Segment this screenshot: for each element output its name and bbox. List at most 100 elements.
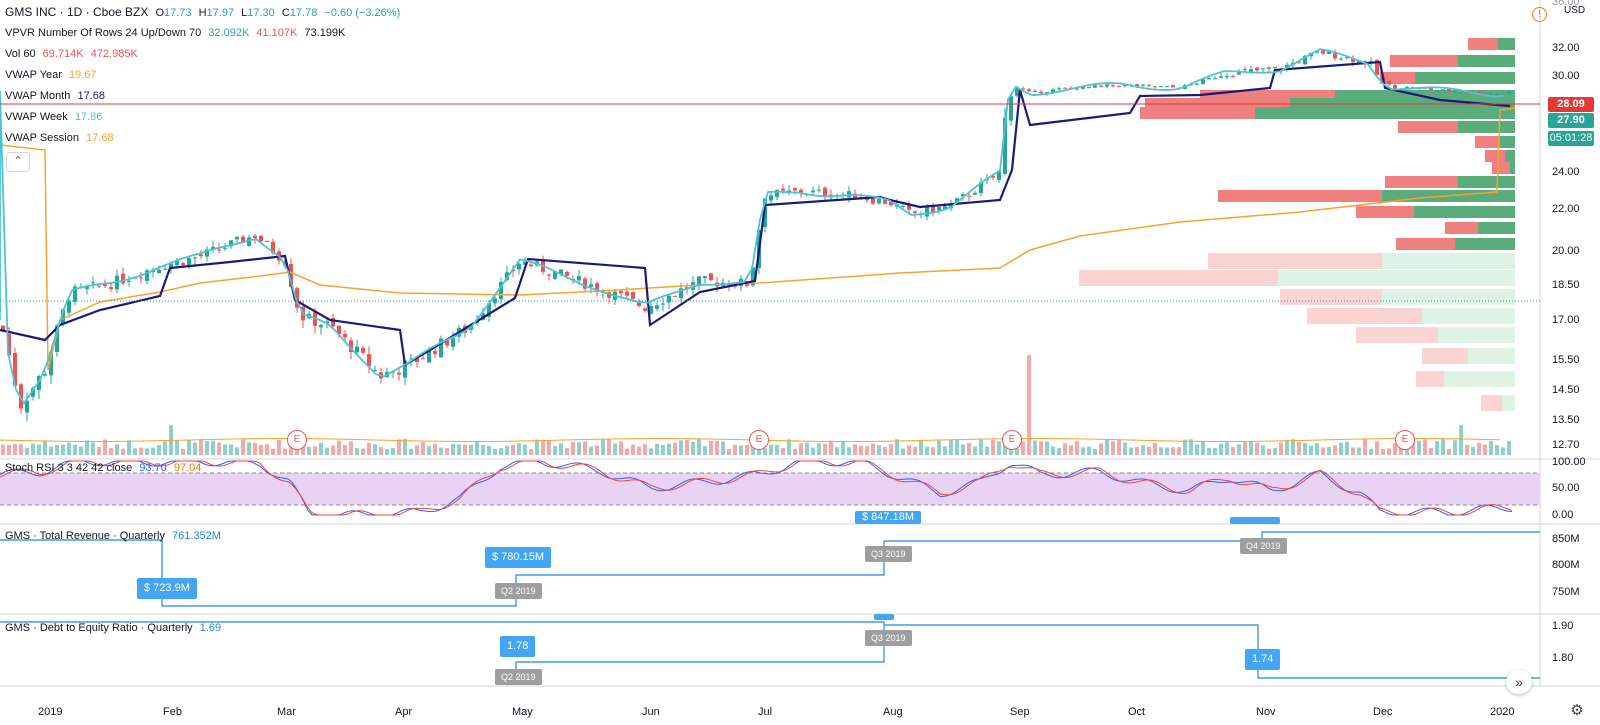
ohlc-open: O17.73	[155, 7, 192, 19]
candle-body	[565, 271, 569, 276]
alert-icon[interactable]: !	[1532, 7, 1547, 22]
volume-bar	[721, 441, 725, 455]
volume-bar	[55, 444, 59, 455]
candle-body	[1009, 96, 1013, 121]
debt-equity-legend[interactable]: GMS · Debt to Equity Ratio · Quarterly 1…	[5, 622, 222, 634]
volume-bar	[1345, 441, 1349, 455]
candle-body	[7, 333, 11, 356]
volume-bar	[757, 446, 761, 455]
debt-callout-q4[interactable]: 1.74	[1245, 649, 1281, 670]
volume-bar	[523, 444, 527, 455]
earnings-badge-dec[interactable]: E	[1395, 430, 1415, 450]
candle-body	[337, 325, 341, 335]
candle-body	[823, 187, 827, 197]
volume-bar	[115, 444, 119, 455]
volume-bar	[133, 448, 137, 455]
volume-bar	[1333, 445, 1337, 455]
volume-bar	[697, 439, 701, 455]
candle-body	[1039, 91, 1043, 94]
volume-bar	[223, 444, 227, 455]
scroll-to-realtime-button[interactable]: »	[1506, 670, 1532, 694]
candle-body	[1027, 89, 1031, 92]
vwap-week-legend[interactable]: VWAP Week 17.86	[5, 111, 103, 123]
volume-bar	[1417, 440, 1421, 455]
volume-bar	[283, 448, 287, 455]
volume-bar	[505, 445, 509, 455]
volume-bar	[13, 444, 17, 455]
debt-callout-q3[interactable]	[874, 614, 894, 620]
volume-bar	[793, 448, 797, 455]
vpvr-up-bar	[1478, 222, 1515, 234]
candle-body	[577, 276, 581, 281]
candle-body	[139, 277, 143, 279]
volume-bar	[1435, 441, 1439, 455]
vpvr-down-bar	[1416, 371, 1444, 387]
quarter-tag-q3-revenue[interactable]: Q3 2019	[865, 546, 912, 562]
candle-body	[547, 274, 551, 276]
vpvr-legend[interactable]: VPVR Number Of Rows 24 Up/Down 70 32.092…	[5, 27, 346, 39]
symbol-title[interactable]: GMS INC · 1D · Cboe BZX	[5, 5, 149, 19]
earnings-badge-mar[interactable]: E	[287, 430, 307, 450]
quarter-tag-q3-debt[interactable]: Q3 2019	[865, 630, 912, 646]
candle-body	[787, 190, 791, 192]
vwap-session-legend[interactable]: VWAP Session 17.68	[5, 132, 114, 144]
vwap-month-legend[interactable]: VWAP Month 17.68	[5, 90, 106, 102]
volume-bar	[937, 440, 941, 455]
revenue-callout-q1[interactable]: $ 723.9M	[137, 578, 197, 599]
vwap-month-line	[0, 60, 1511, 367]
volume-bar	[289, 443, 293, 455]
volume-bar	[583, 441, 587, 455]
collapse-legend-button[interactable]: ⌃	[6, 152, 30, 172]
candle-body	[451, 338, 455, 347]
candle-body	[1273, 66, 1277, 68]
volume-bar	[61, 444, 65, 455]
debt-callout-q2[interactable]: 1.78	[500, 636, 536, 657]
candle-body	[1141, 84, 1145, 86]
time-axis-label: Jun	[642, 706, 660, 718]
revenue-callout-q3[interactable]: $ 847.18M	[855, 511, 921, 524]
candle-body	[607, 292, 611, 298]
candle-body	[1303, 55, 1307, 65]
candle-body	[343, 334, 347, 338]
volume-bar	[1285, 439, 1289, 455]
candle-body	[349, 340, 353, 352]
time-axis-label: Jul	[758, 706, 773, 718]
volume-bar	[709, 441, 713, 455]
volume-bar	[1351, 447, 1355, 455]
volume-bar	[1045, 441, 1049, 455]
candle-body	[1447, 88, 1451, 92]
volume-bar	[1507, 440, 1511, 455]
revenue-callout-q4[interactable]	[1230, 517, 1280, 524]
quarter-tag-q4-revenue[interactable]: Q4 2019	[1240, 538, 1287, 554]
stoch-rsi-legend[interactable]: Stoch RSI 3 3 42 42 close 93.70 97.04	[5, 462, 202, 474]
vwap-year-legend[interactable]: VWAP Year 19.67	[5, 69, 97, 81]
revenue-callout-q2[interactable]: $ 780.15M	[485, 547, 551, 568]
candle-body	[1051, 89, 1055, 93]
earnings-badge-jul[interactable]: E	[749, 430, 769, 450]
volume-bar	[217, 442, 221, 455]
candle-body	[331, 318, 335, 327]
earnings-badge-sep[interactable]: E	[1002, 430, 1022, 450]
candle-body	[217, 249, 221, 251]
vpvr-up-bar	[1468, 348, 1515, 364]
candle-body	[619, 291, 623, 294]
volume-bar	[1279, 442, 1283, 455]
volume-bar	[925, 446, 929, 455]
quarter-tag-q2-revenue[interactable]: Q2 2019	[495, 583, 542, 599]
settings-gear-icon[interactable]: ⚙	[1570, 702, 1584, 719]
vol-legend[interactable]: Vol 60 69.714K 472.985K	[5, 48, 138, 60]
volume-bar	[337, 440, 341, 455]
candle-body	[751, 267, 755, 286]
volume-bar	[541, 440, 545, 455]
volume-bar	[1243, 441, 1247, 455]
volume-bar	[1381, 448, 1385, 455]
vpvr-up-bar	[1458, 55, 1515, 67]
currency-label[interactable]: USD	[1562, 5, 1588, 16]
volume-bar	[259, 444, 263, 455]
candle-body	[505, 272, 509, 280]
volume-bar	[559, 443, 563, 455]
revenue-legend[interactable]: GMS · Total Revenue · Quarterly 761.352M	[5, 530, 221, 542]
volume-bar	[469, 444, 473, 455]
quarter-tag-q2-debt[interactable]: Q2 2019	[495, 669, 542, 685]
